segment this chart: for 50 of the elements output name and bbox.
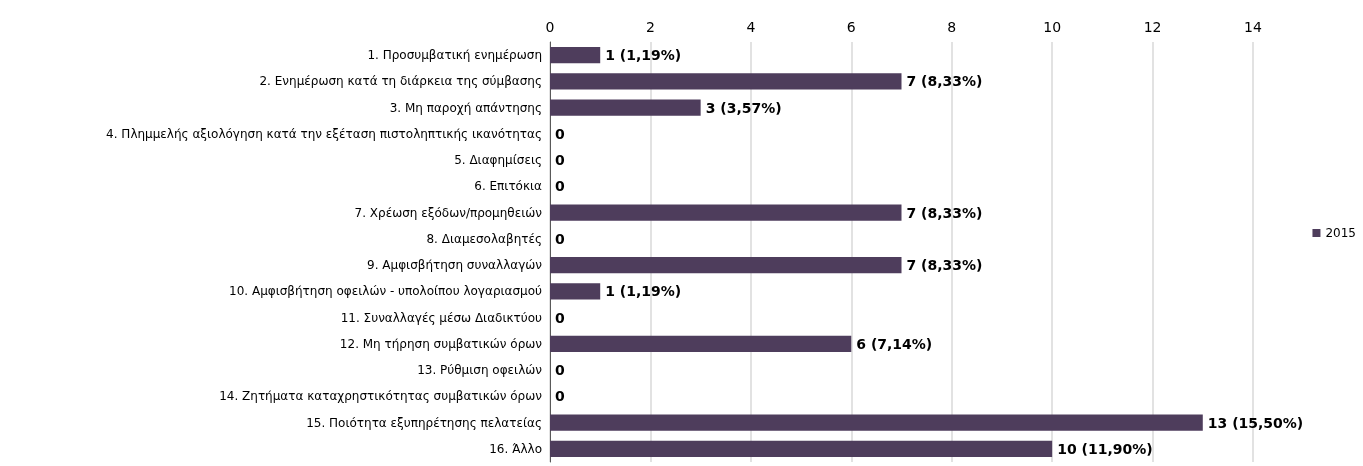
data-label: 3 (3,57%) [705,99,782,116]
data-label: 0 [555,178,565,195]
bar [550,73,902,90]
data-label: 1 (1,19%) [605,47,682,64]
bar [550,99,701,116]
y-tick-label: 16. Άλλο [489,441,542,456]
y-tick-label: 7. Χρέωση εξόδων/προμηθειών [354,205,543,220]
bar [550,204,902,221]
data-label: 13 (15,50%) [1207,414,1304,431]
y-tick-label: 9. Αμφισβήτηση συναλλαγών [367,258,543,273]
y-tick-label: 11. Συναλλαγές μέσω Διαδικτύου [340,310,543,325]
y-tick-label: 13. Ρύθμιση οφειλών [417,363,543,378]
bar [550,46,601,64]
x-tick-label: 2 [645,19,655,35]
data-label: 0 [555,230,565,247]
x-tick-label: 0 [545,19,555,35]
legend-label: 2015 [1325,226,1357,240]
y-tick-label: 15. Ποιότητα εξυπηρέτησης πελατείας [306,415,542,430]
data-label: 10 (11,90%) [1057,440,1153,457]
y-tick-label: 4. Πλημμελής αξιολόγηση κατά την εξέταση πιστοληπτικής ικανότητας [106,126,542,141]
bar [550,283,601,300]
y-tick-label: 2. Ενημέρωση κατά τη διάρκεια της σύμβασης [259,74,542,89]
data-label: 7 (8,33%) [906,204,983,221]
y-tick-label: 6. Επιτόκια [474,179,543,194]
x-tick-label: 14 [1244,19,1262,35]
bar [550,256,902,274]
x-tick-label: 6 [846,19,856,35]
y-tick-label: 14. Ζητήματα καταχρηστικότητας συμβατικών όρων [219,389,543,404]
data-label: 7 (8,33%) [906,257,983,274]
data-label: 1 (1,19%) [605,283,682,300]
x-tick-label: 4 [746,19,756,35]
data-label: 0 [555,309,565,326]
y-tick-label: 8. Διαμεσολαβητές [426,231,542,246]
bar [550,414,1203,431]
y-tick-label: 5. Διαφημίσεις [454,153,542,168]
data-label: 0 [555,152,565,169]
data-label: 0 [555,125,565,142]
x-tick-label: 10 [1043,19,1062,35]
bar [550,440,1053,458]
y-tick-label: 1. Προσυμβατική ενημέρωση [367,48,542,63]
y-tick-label: 12. Μη τήρηση συμβατικών όρων [339,336,543,351]
y-tick-label: 10. Αμφισβήτηση οφειλών - υπολοίπου λογαριασμού [229,284,543,299]
y-tick-label: 3. Μη παροχή απάντησης [389,100,542,115]
data-label: 0 [555,388,565,405]
bar [550,335,852,353]
data-label: 7 (8,33%) [906,73,983,90]
data-label: 6 (7,14%) [856,335,933,352]
x-tick-label: 12 [1143,19,1162,35]
data-label: 0 [555,362,565,379]
x-tick-label: 8 [947,19,957,35]
